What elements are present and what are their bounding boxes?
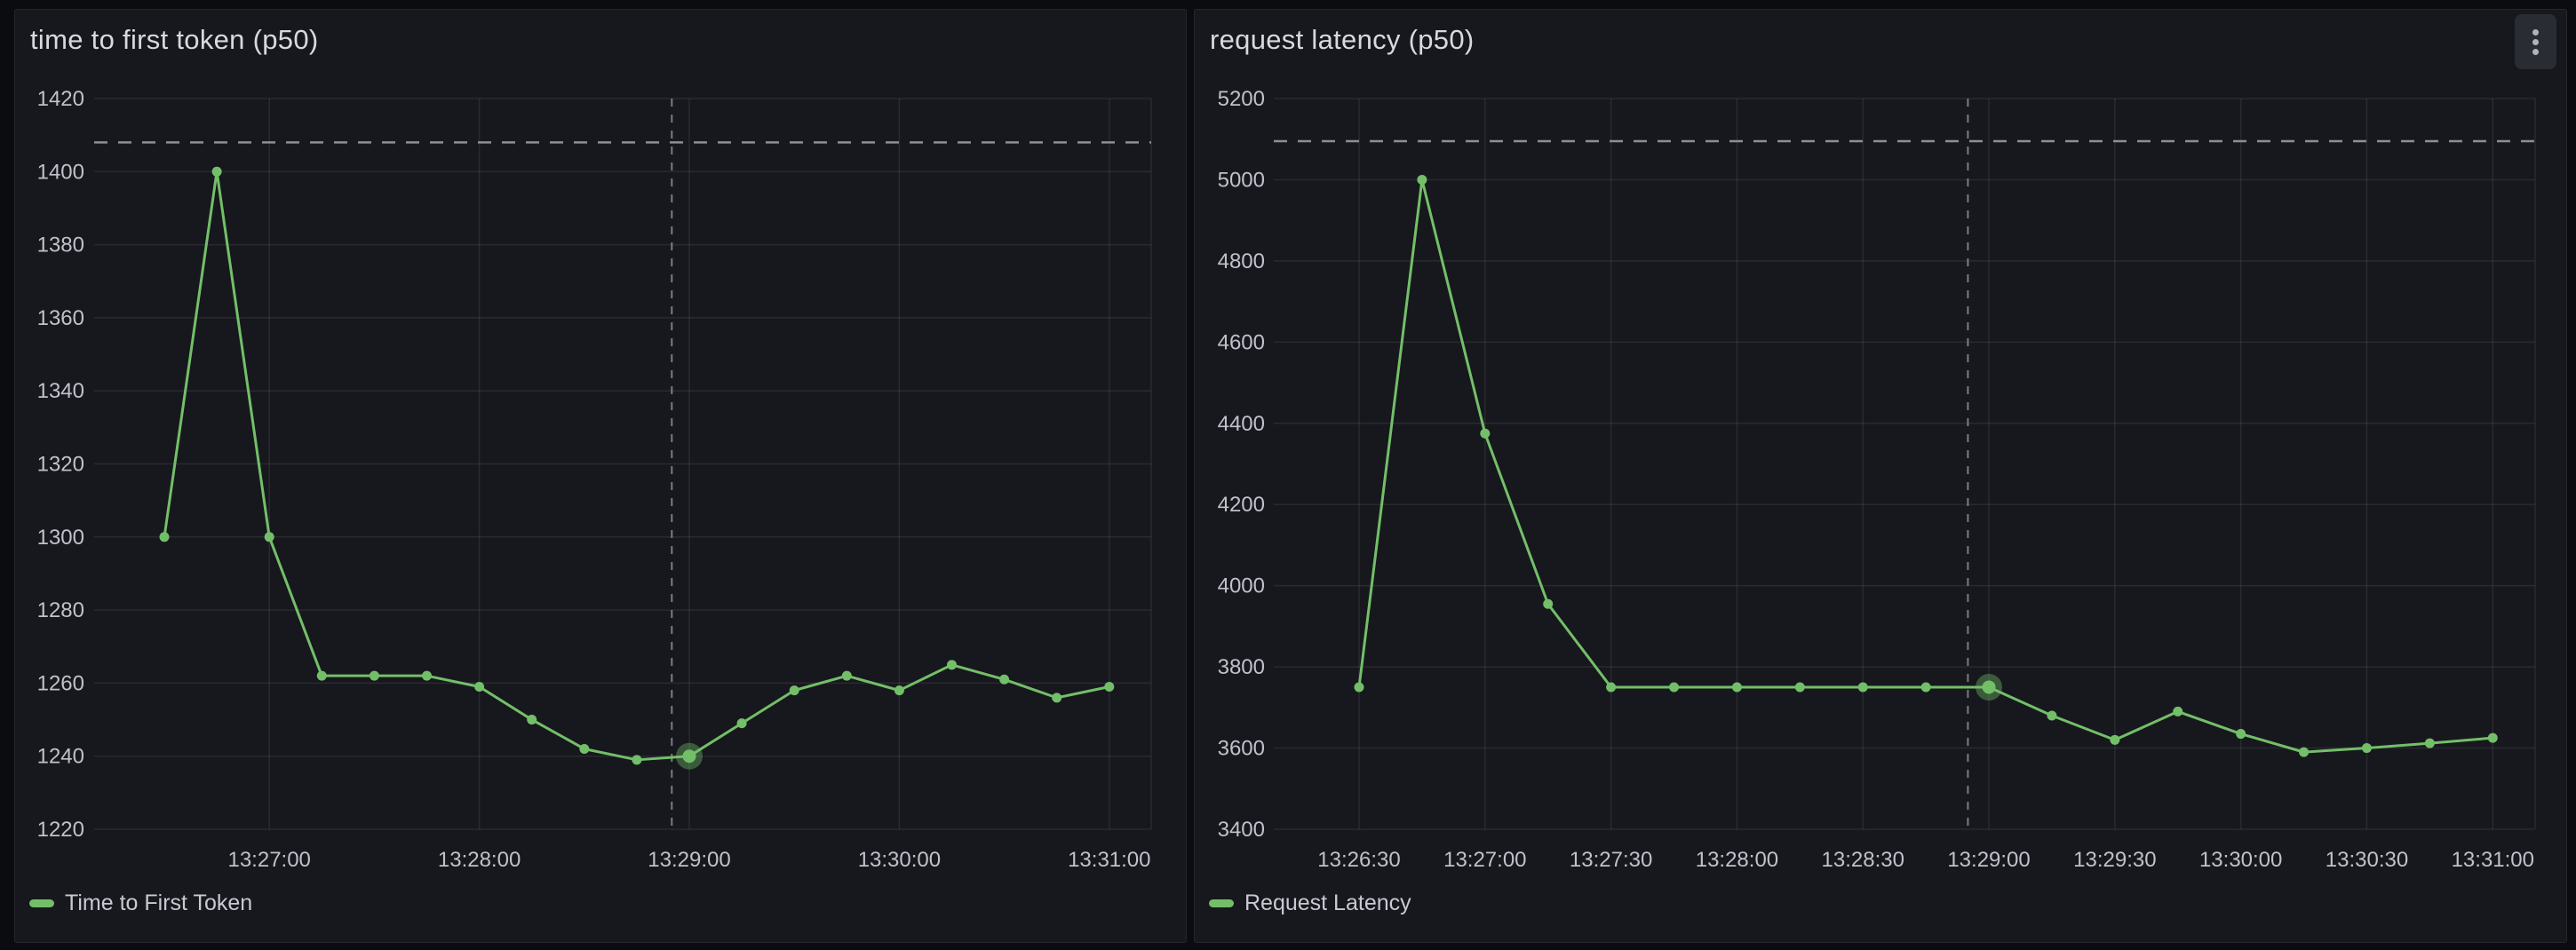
- x-axis-tick-label: 13:29:00: [648, 848, 730, 872]
- y-axis-tick-label: 1420: [37, 87, 84, 111]
- y-axis-tick-label: 1240: [37, 745, 84, 769]
- data-point[interactable]: [1052, 693, 1062, 703]
- y-axis-tick-label: 1300: [37, 526, 84, 550]
- data-point[interactable]: [2361, 743, 2372, 754]
- data-point[interactable]: [2047, 710, 2057, 721]
- y-axis-tick-label: 1320: [37, 453, 84, 477]
- data-point[interactable]: [999, 674, 1010, 685]
- series-line: [163, 170, 1111, 762]
- legend-item-time-to-first-token[interactable]: Time to First Token: [29, 891, 252, 916]
- data-point[interactable]: [1543, 598, 1554, 609]
- data-point[interactable]: [579, 743, 590, 754]
- data-point[interactable]: [159, 532, 170, 542]
- y-axis-tick-label: 1360: [37, 306, 84, 330]
- data-point[interactable]: [1982, 680, 1996, 694]
- data-point[interactable]: [2424, 738, 2435, 748]
- x-axis-tick-label: 13:31:00: [1068, 848, 1150, 872]
- y-axis-tick-label: 4200: [1218, 493, 1265, 517]
- y-axis-tick-label: 3400: [1218, 818, 1265, 842]
- x-axis-tick-label: 13:26:30: [1317, 848, 1400, 872]
- y-axis-tick-label: 4800: [1218, 249, 1265, 273]
- x-axis-tick-label: 13:31:00: [2452, 848, 2534, 872]
- data-point[interactable]: [682, 749, 696, 764]
- ttft-chart-canvas[interactable]: 1420 1400 1380 1360 1340 1320 1300 1280 1260 1240…: [15, 10, 1186, 942]
- panel-time-to-first-token: time to first token (p50) 1420 1400 1380 13…: [14, 9, 1187, 943]
- y-axis-tick-label: 1380: [37, 234, 84, 257]
- data-point[interactable]: [474, 682, 485, 693]
- y-axis-tick-label: 4000: [1218, 574, 1265, 598]
- data-point[interactable]: [1669, 682, 1680, 693]
- data-point[interactable]: [2173, 706, 2183, 716]
- data-point[interactable]: [264, 532, 274, 542]
- x-axis-tick-label: 13:29:30: [2073, 848, 2156, 872]
- y-axis-tick-label: 4600: [1218, 330, 1265, 354]
- data-point[interactable]: [1480, 428, 1491, 439]
- legend-series-color-dash: [29, 899, 54, 907]
- data-point[interactable]: [2236, 729, 2246, 740]
- panel-menu-button[interactable]: [2515, 14, 2556, 69]
- y-axis-tick-label: 3600: [1218, 737, 1265, 761]
- data-point[interactable]: [1794, 682, 1805, 693]
- data-point[interactable]: [1417, 174, 1427, 185]
- x-axis-tick-label: 13:27:00: [1443, 848, 1526, 872]
- legend-series-color-dash: [1209, 899, 1234, 907]
- data-point[interactable]: [1731, 682, 1742, 693]
- panel-request-latency: request latency (p50) 5200 5000 4800 4600 44…: [1194, 9, 2567, 943]
- legend-label: Request Latency: [1244, 891, 1411, 915]
- data-point[interactable]: [422, 670, 432, 681]
- y-axis-tick-label: 1340: [37, 379, 84, 403]
- data-point[interactable]: [369, 670, 379, 681]
- x-axis-tick-label: 13:30:00: [858, 848, 941, 872]
- y-axis-tick-label: 1260: [37, 671, 84, 695]
- x-axis-tick-label: 13:27:30: [1570, 848, 1652, 872]
- y-axis-tick-label: 1280: [37, 598, 84, 622]
- panel-title[interactable]: time to first token (p50): [30, 24, 319, 55]
- data-point[interactable]: [947, 660, 957, 670]
- kebab-vertical-icon: [2532, 48, 2539, 55]
- y-axis-tick-label: 3800: [1218, 655, 1265, 679]
- y-axis-tick-label: 1400: [37, 160, 84, 184]
- x-axis-tick-label: 13:30:30: [2326, 848, 2408, 872]
- data-point[interactable]: [527, 715, 537, 725]
- y-axis-tick-label: 4400: [1218, 412, 1265, 436]
- data-point[interactable]: [789, 685, 799, 696]
- data-point[interactable]: [2487, 732, 2498, 743]
- y-axis-tick-label: 5000: [1218, 168, 1265, 192]
- y-axis-tick-label: 5200: [1218, 87, 1265, 111]
- data-point[interactable]: [632, 755, 642, 765]
- panel-title[interactable]: request latency (p50): [1210, 24, 1475, 55]
- legend-item-request-latency[interactable]: Request Latency: [1209, 891, 1411, 916]
- x-axis-tick-label: 13:28:00: [1696, 848, 1778, 872]
- x-axis-tick-label: 13:27:00: [227, 848, 310, 872]
- data-point[interactable]: [2110, 734, 2120, 745]
- data-point[interactable]: [1354, 682, 1364, 693]
- data-point[interactable]: [2299, 747, 2310, 757]
- x-axis-tick-label: 13:30:00: [2199, 848, 2282, 872]
- kebab-vertical-icon: [2532, 38, 2539, 45]
- data-point[interactable]: [841, 670, 852, 681]
- data-point[interactable]: [1857, 682, 1868, 693]
- kebab-vertical-icon: [2532, 28, 2539, 36]
- data-point[interactable]: [1920, 682, 1931, 693]
- x-axis-tick-label: 13:28:00: [438, 848, 521, 872]
- x-axis-tick-label: 13:29:00: [1947, 848, 2030, 872]
- request-latency-chart-canvas[interactable]: 5200 5000 4800 4600 4400 4200 4000 3800 3600 3400…: [1195, 10, 2566, 942]
- x-axis-tick-label: 13:28:30: [1822, 848, 1904, 872]
- data-point[interactable]: [211, 166, 222, 177]
- y-axis-tick-label: 1220: [37, 818, 84, 842]
- data-point[interactable]: [736, 718, 747, 729]
- legend-label: Time to First Token: [65, 891, 253, 915]
- data-point[interactable]: [316, 670, 327, 681]
- data-point[interactable]: [894, 685, 904, 696]
- data-point[interactable]: [1104, 682, 1115, 693]
- data-point[interactable]: [1606, 682, 1617, 693]
